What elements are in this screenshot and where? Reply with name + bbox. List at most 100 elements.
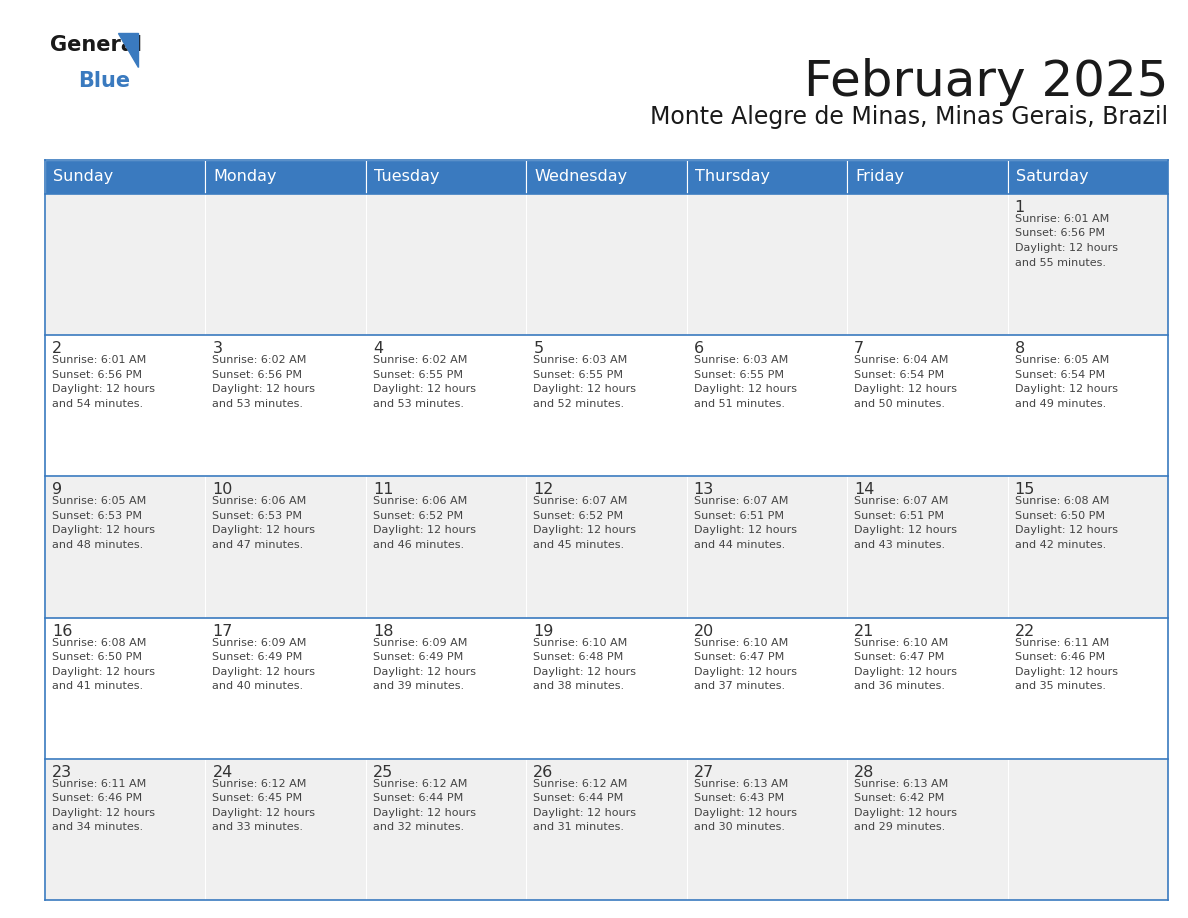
Text: Sunday: Sunday bbox=[53, 170, 113, 185]
Text: Daylight: 12 hours: Daylight: 12 hours bbox=[854, 525, 958, 535]
Text: Sunset: 6:51 PM: Sunset: 6:51 PM bbox=[854, 511, 944, 521]
Bar bbox=[1007, 194, 1168, 335]
Text: Sunrise: 6:06 AM: Sunrise: 6:06 AM bbox=[213, 497, 307, 507]
Text: 26: 26 bbox=[533, 765, 554, 779]
Text: Saturday: Saturday bbox=[1016, 170, 1088, 185]
Text: Sunset: 6:53 PM: Sunset: 6:53 PM bbox=[52, 511, 143, 521]
Bar bbox=[45, 160, 206, 194]
Text: Sunset: 6:55 PM: Sunset: 6:55 PM bbox=[373, 370, 463, 380]
Text: 3: 3 bbox=[213, 341, 222, 356]
Bar bbox=[206, 160, 366, 194]
Text: Daylight: 12 hours: Daylight: 12 hours bbox=[213, 385, 316, 394]
Text: and 31 minutes.: and 31 minutes. bbox=[533, 823, 624, 833]
Text: Tuesday: Tuesday bbox=[374, 170, 440, 185]
Text: Daylight: 12 hours: Daylight: 12 hours bbox=[533, 808, 637, 818]
Text: 17: 17 bbox=[213, 623, 233, 639]
Text: and 39 minutes.: and 39 minutes. bbox=[373, 681, 465, 691]
Text: and 53 minutes.: and 53 minutes. bbox=[213, 398, 303, 409]
Bar bbox=[45, 335, 206, 476]
Text: Daylight: 12 hours: Daylight: 12 hours bbox=[52, 385, 154, 394]
Bar bbox=[45, 759, 206, 900]
Text: and 37 minutes.: and 37 minutes. bbox=[694, 681, 785, 691]
Text: 18: 18 bbox=[373, 623, 393, 639]
Text: Sunrise: 6:08 AM: Sunrise: 6:08 AM bbox=[52, 638, 146, 647]
Bar bbox=[45, 194, 206, 335]
Text: Sunset: 6:47 PM: Sunset: 6:47 PM bbox=[854, 652, 944, 662]
Text: 10: 10 bbox=[213, 482, 233, 498]
Text: and 43 minutes.: and 43 minutes. bbox=[854, 540, 946, 550]
Bar bbox=[1007, 618, 1168, 759]
Text: Sunrise: 6:12 AM: Sunrise: 6:12 AM bbox=[533, 778, 627, 789]
Text: Sunrise: 6:05 AM: Sunrise: 6:05 AM bbox=[52, 497, 146, 507]
Bar bbox=[526, 335, 687, 476]
Bar bbox=[687, 194, 847, 335]
Text: Daylight: 12 hours: Daylight: 12 hours bbox=[854, 666, 958, 677]
Text: Sunset: 6:55 PM: Sunset: 6:55 PM bbox=[694, 370, 784, 380]
Text: Sunrise: 6:07 AM: Sunrise: 6:07 AM bbox=[694, 497, 788, 507]
Text: and 33 minutes.: and 33 minutes. bbox=[213, 823, 303, 833]
Text: February 2025: February 2025 bbox=[803, 58, 1168, 106]
Text: 12: 12 bbox=[533, 482, 554, 498]
Text: Sunrise: 6:01 AM: Sunrise: 6:01 AM bbox=[1015, 214, 1108, 224]
Bar bbox=[1007, 335, 1168, 476]
Text: and 49 minutes.: and 49 minutes. bbox=[1015, 398, 1106, 409]
Text: and 42 minutes.: and 42 minutes. bbox=[1015, 540, 1106, 550]
Text: and 32 minutes.: and 32 minutes. bbox=[373, 823, 465, 833]
Text: and 55 minutes.: and 55 minutes. bbox=[1015, 258, 1106, 267]
Text: Daylight: 12 hours: Daylight: 12 hours bbox=[52, 525, 154, 535]
Text: Sunrise: 6:02 AM: Sunrise: 6:02 AM bbox=[373, 355, 467, 365]
Text: 24: 24 bbox=[213, 765, 233, 779]
Text: and 38 minutes.: and 38 minutes. bbox=[533, 681, 625, 691]
Bar bbox=[687, 618, 847, 759]
Text: Sunset: 6:42 PM: Sunset: 6:42 PM bbox=[854, 793, 944, 803]
Text: Sunrise: 6:13 AM: Sunrise: 6:13 AM bbox=[854, 778, 948, 789]
Text: and 52 minutes.: and 52 minutes. bbox=[533, 398, 625, 409]
Text: Sunset: 6:53 PM: Sunset: 6:53 PM bbox=[213, 511, 303, 521]
Text: Sunset: 6:50 PM: Sunset: 6:50 PM bbox=[1015, 511, 1105, 521]
Text: Sunset: 6:45 PM: Sunset: 6:45 PM bbox=[213, 793, 303, 803]
Text: Sunset: 6:44 PM: Sunset: 6:44 PM bbox=[533, 793, 624, 803]
Bar bbox=[1007, 759, 1168, 900]
Text: Daylight: 12 hours: Daylight: 12 hours bbox=[533, 525, 637, 535]
Text: and 47 minutes.: and 47 minutes. bbox=[213, 540, 304, 550]
Bar bbox=[206, 759, 366, 900]
Text: Blue: Blue bbox=[78, 71, 131, 91]
Text: and 29 minutes.: and 29 minutes. bbox=[854, 823, 946, 833]
Text: and 45 minutes.: and 45 minutes. bbox=[533, 540, 625, 550]
Bar bbox=[847, 160, 1007, 194]
Text: Sunset: 6:55 PM: Sunset: 6:55 PM bbox=[533, 370, 624, 380]
Bar bbox=[526, 194, 687, 335]
Text: Sunset: 6:56 PM: Sunset: 6:56 PM bbox=[213, 370, 303, 380]
Text: Daylight: 12 hours: Daylight: 12 hours bbox=[694, 808, 797, 818]
Text: 4: 4 bbox=[373, 341, 383, 356]
Text: Friday: Friday bbox=[855, 170, 904, 185]
Text: General: General bbox=[50, 35, 143, 55]
Text: Daylight: 12 hours: Daylight: 12 hours bbox=[694, 385, 797, 394]
Text: Sunset: 6:56 PM: Sunset: 6:56 PM bbox=[1015, 229, 1105, 239]
Text: 2: 2 bbox=[52, 341, 62, 356]
Text: Sunrise: 6:11 AM: Sunrise: 6:11 AM bbox=[1015, 638, 1108, 647]
Text: 25: 25 bbox=[373, 765, 393, 779]
Text: 15: 15 bbox=[1015, 482, 1035, 498]
Bar bbox=[847, 194, 1007, 335]
Text: 8: 8 bbox=[1015, 341, 1025, 356]
Bar bbox=[526, 476, 687, 618]
Text: Sunset: 6:51 PM: Sunset: 6:51 PM bbox=[694, 511, 784, 521]
Text: and 53 minutes.: and 53 minutes. bbox=[373, 398, 463, 409]
Bar bbox=[45, 476, 206, 618]
Bar bbox=[526, 759, 687, 900]
Text: Sunrise: 6:01 AM: Sunrise: 6:01 AM bbox=[52, 355, 146, 365]
Text: Sunrise: 6:10 AM: Sunrise: 6:10 AM bbox=[854, 638, 948, 647]
Bar bbox=[1007, 476, 1168, 618]
Text: Daylight: 12 hours: Daylight: 12 hours bbox=[52, 666, 154, 677]
Text: Daylight: 12 hours: Daylight: 12 hours bbox=[694, 525, 797, 535]
Text: Daylight: 12 hours: Daylight: 12 hours bbox=[854, 808, 958, 818]
Text: 20: 20 bbox=[694, 623, 714, 639]
Text: 14: 14 bbox=[854, 482, 874, 498]
Text: Sunrise: 6:04 AM: Sunrise: 6:04 AM bbox=[854, 355, 948, 365]
Text: Sunset: 6:56 PM: Sunset: 6:56 PM bbox=[52, 370, 143, 380]
Text: Sunrise: 6:10 AM: Sunrise: 6:10 AM bbox=[533, 638, 627, 647]
Text: and 30 minutes.: and 30 minutes. bbox=[694, 823, 785, 833]
Bar bbox=[687, 476, 847, 618]
Text: Wednesday: Wednesday bbox=[535, 170, 627, 185]
